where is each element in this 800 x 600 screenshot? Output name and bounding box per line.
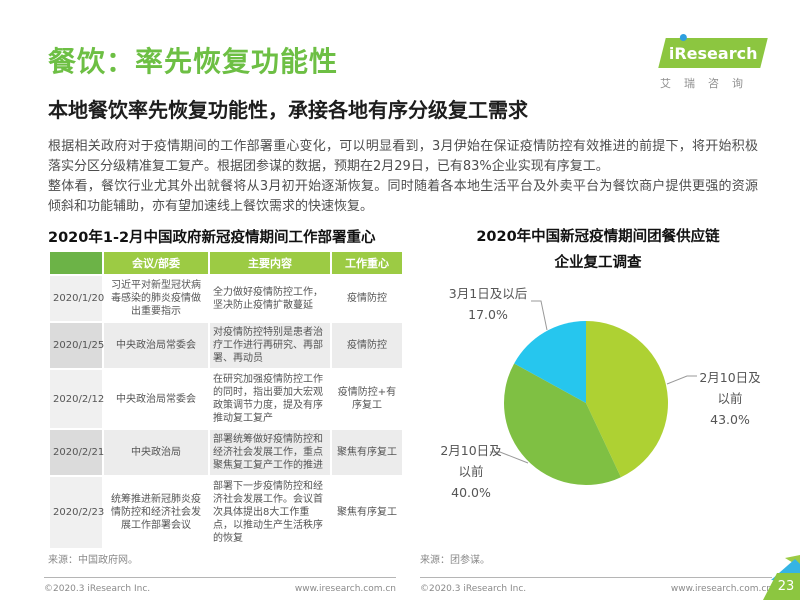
page-title: 餐饮：率先恢复功能性 [48,45,339,78]
cell-date: 2020/1/20 [50,276,104,321]
pie-slices [504,321,668,485]
leader-line-right [666,375,697,385]
pie-label-text: 2月10日及以前 [699,370,761,406]
cell-focus: 聚焦有序复工 [332,430,402,475]
website-text: www.iresearch.com.cn [294,584,396,594]
cell-content: 全力做好疫情防控工作，坚决防止疫情扩散蔓延 [210,276,330,321]
copyright-text: ©2020.3 iResearch Inc. [44,584,151,594]
page-subtitle: 本地餐饮率先恢复功能性，承接各地有序分级复工需求 [48,98,528,122]
cell-meeting: 中央政治局常委会 [104,323,208,368]
cell-focus: 疫情防控+有序复工 [332,370,402,428]
table-row: 2020/1/20 习近平对新型冠状病毒感染的肺炎疫情做出重要指示 全力做好疫情… [50,276,402,321]
cell-focus: 聚焦有序复工 [332,477,402,548]
pie-label-text: 3月1日及以后 [448,286,528,301]
paragraph: 整体看，餐饮行业尤其外出就餐将从3月初开始逐渐恢复。同时随着各本地生活平台及外卖… [48,179,758,214]
source-table: 来源：中国政府网。 [48,555,138,566]
chart-title: 2020年中国新冠疫情期间团餐供应链 企业复工调查 [420,224,776,276]
cell-meeting: 中央政治局 [104,430,208,475]
header-cell-date [50,252,102,274]
logo-brand-text: iResearch [668,43,758,63]
table-row: 2020/2/23 统筹推进新冠肺炎疫情防控和经济社会发展工作部署会议 部署下一… [50,477,402,548]
pie-slice-2 [514,321,586,403]
chart-title-line1: 2020年中国新冠疫情期间团餐供应链 [476,229,720,245]
pie-label-feb10-right: 2月10日及以前 43.0% [697,367,763,430]
pie-label-text: 2月10日及以前 [440,443,502,479]
cell-focus: 疫情防控 [332,323,402,368]
pie-label-march: 3月1日及以后 17.0% [443,283,533,325]
cell-content: 在研究加强疫情防控工作的同时，指出要加大宏观政策调节力度，提及有序推动复工复产 [210,370,330,428]
iresearch-logo: iResearch 艾瑞咨询 [652,34,770,91]
pie-slice-0 [586,321,668,478]
table-section-title: 2020年1-2月中国政府新冠疫情期间工作部署重心 [48,230,376,246]
header-cell-meeting: 会议/部委 [104,252,208,274]
corner-ribbon-icon: 23 [763,555,800,600]
header-cell-content: 主要内容 [210,252,330,274]
copyright-text: ©2020.3 iResearch Inc. [420,584,527,594]
table-row: 2020/2/21 中央政治局 部署统筹做好疫情防控和经济社会发展工作，重点聚焦… [50,430,402,475]
paragraph: 根据相关政府对于疫情期间的工作部署重心变化，可以明显看到，3月伊始在保证疫情防控… [48,139,758,174]
header-cell-focus: 工作重心 [332,252,402,274]
footer-right: ©2020.3 iResearch Inc. www.iresearch.com… [420,577,772,594]
cell-content: 部署统筹做好疫情防控和经济社会发展工作，重点聚焦复工复产工作的推进 [210,430,330,475]
source-chart: 来源：团参谋。 [420,555,490,566]
pie-label-value: 17.0% [468,307,508,322]
table-header-row: 会议/部委 主要内容 工作重心 [50,252,402,274]
cell-date: 2020/1/25 [50,323,104,368]
page-number-badge: 23 [745,552,800,600]
cell-date: 2020/2/21 [50,430,104,475]
cell-meeting: 中央政治局常委会 [104,370,208,428]
cell-meeting: 统筹推进新冠肺炎疫情防控和经济社会发展工作部署会议 [104,477,208,548]
logo-tagline: 艾瑞咨询 [660,77,756,90]
cell-date: 2020/2/23 [50,477,104,548]
pie-label-value: 43.0% [710,412,750,427]
chart-title-line2: 企业复工调查 [554,255,642,271]
pie-label-feb10-left: 2月10日及以前 40.0% [438,440,504,503]
pie-chart-svg [490,300,697,485]
page-number: 23 [778,579,795,594]
cell-date: 2020/2/12 [50,370,104,428]
cell-content: 部署下一步疫情防控和经济社会发展工作。会议首次具体提出8大工作重点，以推动生产生… [210,477,330,548]
cell-content: 对疫情防控特别是患者治疗工作进行再研究、再部署、再动员 [210,323,330,368]
cell-meeting: 习近平对新型冠状病毒感染的肺炎疫情做出重要指示 [104,276,208,321]
logo-parallelogram: iResearch [658,34,768,68]
cell-focus: 疫情防控 [332,276,402,321]
leader-line-cyan [531,300,548,331]
pie-chart [420,280,780,512]
table-row: 2020/1/25 中央政治局常委会 对疫情防控特别是患者治疗工作进行再研究、再… [50,323,402,368]
footer-left: ©2020.3 iResearch Inc. www.iresearch.com… [44,577,396,594]
leader-line-left [490,451,529,464]
gov-deployment-table: 会议/部委 主要内容 工作重心 2020/1/20 习近平对新型冠状病毒感染的肺… [48,250,404,550]
pie-label-value: 40.0% [451,485,491,500]
website-text: www.iresearch.com.cn [670,584,772,594]
logo-i-dot-icon [679,34,687,41]
body-text: 根据相关政府对于疫情期间的工作部署重心变化，可以明显看到，3月伊始在保证疫情防控… [48,137,758,217]
pie-slice-1 [504,363,621,485]
table-row: 2020/2/12 中央政治局常委会 在研究加强疫情防控工作的同时，指出要加大宏… [50,370,402,428]
